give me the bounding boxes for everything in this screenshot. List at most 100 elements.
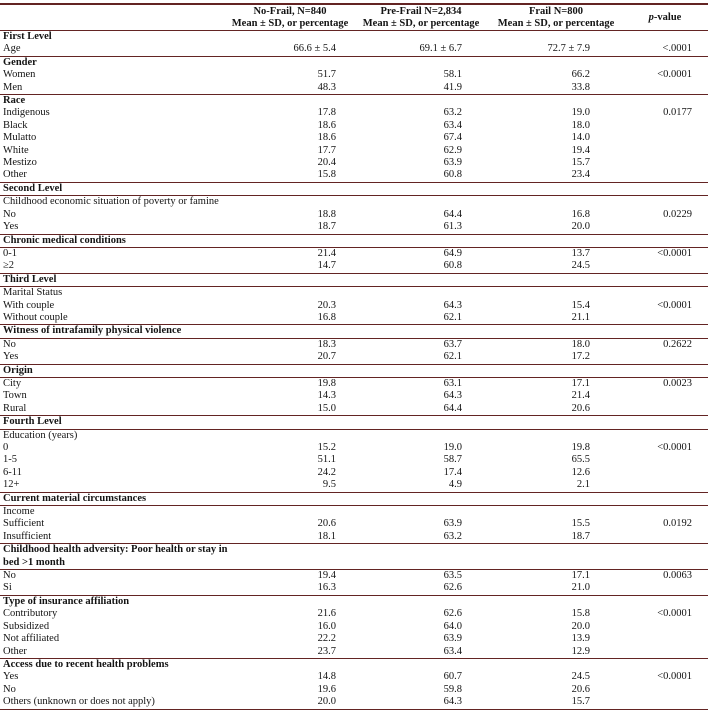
table-header: No-Frail, N=840 Mean ± SD, or percentage… [0,3,708,31]
value-no-frail [228,506,352,519]
p-value-cell [622,157,708,169]
row-label: With couple [3,299,55,311]
value-no-frail: 22.2 [317,633,336,645]
value-pre-frail: 63.2 [443,107,462,119]
row-label: 1-5 [3,454,17,466]
header-pre-frail: Pre-Frail N=2,834 Mean ± SD, or percenta… [352,3,490,31]
section-row: Origin [0,364,708,378]
table-row: Others (unknown or does not apply) 20.0 64… [0,696,708,710]
p-value-cell [622,506,708,519]
p-value-cell [622,621,708,633]
value-frail: 72.7 ± 7.9 [490,43,622,57]
value-pre-frail: 64.3 [443,390,462,402]
value-frail [490,415,622,430]
value-no-frail: 20.3 [317,299,336,311]
row-label: 0 [3,442,9,453]
table-row: Without couple 16.8 62.1 21.1 [0,311,708,326]
value-no-frail: 17.8 [317,107,336,119]
value-no-frail: 17.7 [317,144,336,156]
value-no-frail: 16.8 [228,311,352,326]
row-label: Education (years) [3,429,78,441]
section-row: Third Level [0,273,708,288]
p-value-cell [622,390,708,402]
value-pre-frail [352,324,490,339]
header-p-value-rest: -value [653,11,682,23]
section-row: Access due to recent health problems [0,658,708,671]
table-row: Sufficient 20.6 63.9 15.5 0.0192 [0,518,708,530]
row-label: Gender [3,56,37,68]
value-pre-frail: 17.4 [443,466,462,478]
p-value-cell: <0.0001 [657,247,692,259]
value-pre-frail [352,234,490,248]
table-row: 0 15.2 19.0 19.8 <0.0001 [0,442,708,454]
value-frail [490,543,622,571]
table-row: ≥2 14.7 60.8 24.5 [0,260,708,274]
row-label: Chronic medical conditions [0,234,228,248]
value-pre-frail: 64.4 [443,208,462,220]
value-pre-frail: 63.1 [443,377,462,389]
table-row: Yes 20.7 62.1 17.2 [0,351,708,365]
value-pre-frail [352,595,490,608]
value-pre-frail: 63.9 [443,633,462,645]
value-no-frail [228,196,352,209]
section-row: Race [0,95,708,108]
section-row: Witness of intrafamily physical violence [0,324,708,339]
value-pre-frail: 64.3 [352,696,490,710]
row-label: Mulatto [3,132,37,144]
row-label: Subsidized [3,620,50,632]
value-no-frail: 19.8 [317,377,336,389]
value-pre-frail [352,56,490,69]
p-value-cell [622,658,708,671]
value-pre-frail: 67.4 [443,132,462,144]
row-label: Type of insurance affiliation [3,595,130,607]
table-row: Town 14.3 64.3 21.4 [0,390,708,402]
value-no-frail: 18.7 [228,221,352,235]
value-pre-frail: 62.9 [443,144,462,156]
value-pre-frail: 60.8 [352,169,490,183]
value-no-frail: 23.7 [228,645,352,659]
value-frail: 15.8 [571,608,590,620]
value-frail [490,429,622,442]
table-row: Yes 18.7 61.3 20.0 [0,221,708,235]
table-row: Men 48.3 41.9 33.8 [0,81,708,96]
value-pre-frail: 64.9 [443,247,462,259]
value-pre-frail: 62.1 [352,351,490,365]
p-value-cell [622,324,708,339]
value-no-frail: 16.3 [228,582,352,596]
value-no-frail: 14.3 [317,390,336,402]
value-no-frail [228,234,352,248]
p-value-cell [622,234,708,248]
value-no-frail: 18.1 [228,530,352,545]
row-label: No [3,338,16,350]
value-no-frail: 19.4 [317,570,336,582]
row-label: White [3,144,29,156]
value-no-frail [228,273,352,288]
value-no-frail [228,415,352,430]
value-no-frail [228,364,352,378]
table-row: Black 18.6 63.4 18.0 [0,120,708,132]
value-frail: 21.4 [571,390,590,402]
section-row: First Level [0,31,708,44]
p-value-cell [622,273,708,288]
table-row: White 17.7 62.9 19.4 [0,145,708,157]
table-row: Not affiliated 22.2 63.9 13.9 [0,633,708,645]
p-value-cell [622,467,708,479]
row-label: City [3,377,22,389]
header-row: No-Frail, N=840 Mean ± SD, or percentage… [0,3,708,31]
table-row: Childhood economic situation of poverty … [0,196,708,209]
value-frail: 15.4 [571,299,590,311]
header-label-column [0,3,228,31]
value-frail: 17.2 [490,351,622,365]
row-label: Indigenous [3,107,50,119]
row-label: Access due to recent health problems [3,658,169,670]
row-label: ≥2 [0,260,228,274]
value-frail [490,595,622,608]
p-value-cell [622,95,708,108]
table-row: No 19.4 63.5 17.1 0.0063 [0,570,708,583]
p-value-cell: <0.0001 [657,299,692,311]
p-value-cell: 0.0192 [663,518,692,530]
value-no-frail: 15.2 [317,442,336,453]
value-frail [490,56,622,69]
frailty-table: No-Frail, N=840 Mean ± SD, or percentage… [0,3,708,710]
